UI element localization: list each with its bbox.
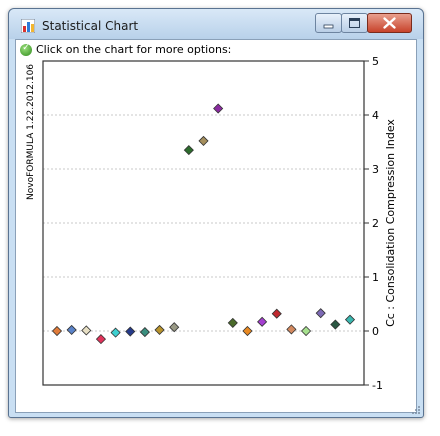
data-point-10[interactable] [183,145,194,156]
y-axis-label: Cc : Consolidation Compression Index [384,119,397,327]
data-point-14[interactable] [242,325,253,337]
y-tick-label: 3 [372,163,379,176]
maximize-icon [349,18,360,28]
chart-window: Statistical Chart ✓ Click on the chart f… [8,8,424,418]
data-point-15[interactable] [257,316,268,327]
data-point-8[interactable] [154,324,165,335]
data-point-16[interactable] [271,308,282,319]
close-icon [383,17,396,29]
y-tick-label: 0 [372,325,379,338]
data-point-9[interactable] [169,322,180,333]
y-tick-label: 5 [372,55,379,68]
title-bar[interactable]: Statistical Chart [9,9,423,39]
minimize-button[interactable] [315,13,342,33]
data-point-21[interactable] [344,314,356,325]
data-point-17[interactable] [286,324,297,335]
chart-hint: Click on the chart for more options: [36,43,232,56]
data-point-5[interactable] [110,327,121,338]
data-point-18[interactable] [300,325,312,337]
y-tick-label: 4 [372,109,379,122]
data-point-1[interactable] [51,325,63,337]
y-tick-label: 2 [372,217,379,230]
data-point-6[interactable] [125,326,136,337]
data-point-4[interactable] [95,334,107,345]
close-button[interactable] [367,13,412,33]
info-check-icon: ✓ [20,43,32,56]
minimize-icon [323,24,334,29]
bar-chart-icon [21,19,35,33]
chart-area[interactable]: ✓ Click on the chart for more options: N… [15,39,417,413]
data-point-19[interactable] [315,308,326,319]
window-title: Statistical Chart [42,19,139,33]
y-tick-label: -1 [372,379,383,392]
data-point-7[interactable] [139,327,150,338]
data-point-11[interactable] [198,135,209,146]
scatter-chart[interactable]: -1 0 1 2 3 4 5 Cc : Consolidation Compression … [16,40,416,412]
resize-grip-icon[interactable] [411,405,421,415]
data-point-13[interactable] [227,317,238,328]
y-tick-label: 1 [372,271,379,284]
data-point-2[interactable] [66,324,77,335]
data-point-20[interactable] [330,319,341,330]
data-point-3[interactable] [81,325,92,336]
data-point-12[interactable] [213,103,224,114]
maximize-button[interactable] [341,13,368,33]
